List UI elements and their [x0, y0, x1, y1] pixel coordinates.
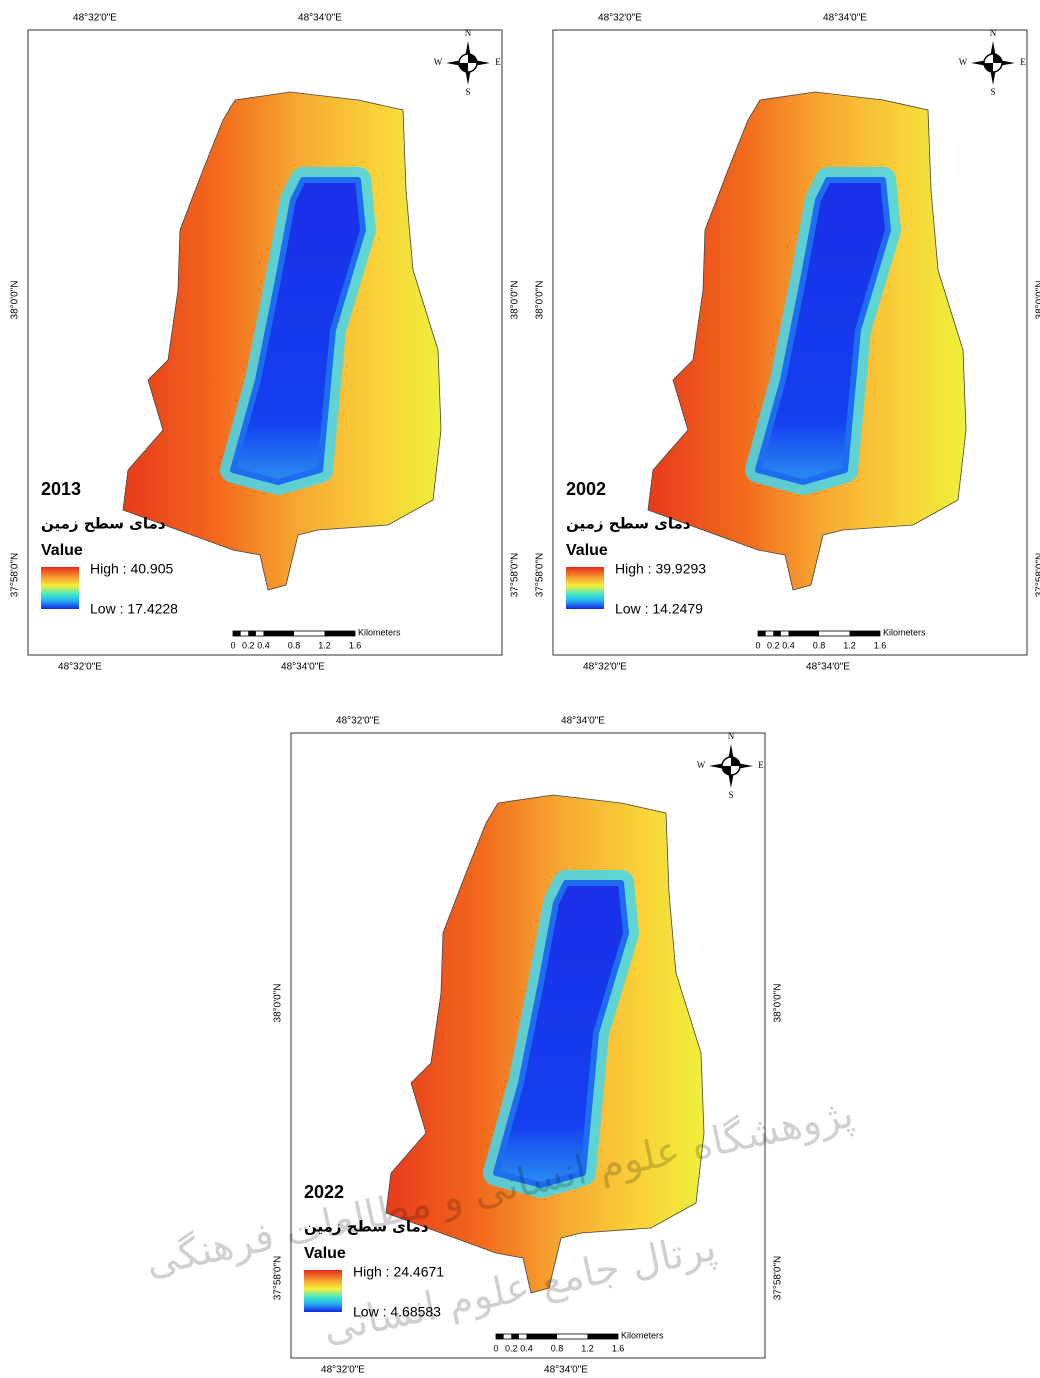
legend-high: High : 39.9293: [615, 561, 706, 577]
lon-label-bottom: 48°34'0"E: [281, 662, 325, 673]
scale-segment: [758, 631, 766, 636]
map-year: 2013: [41, 479, 81, 499]
scale-label: 1.6: [874, 640, 887, 650]
compass-quarters: [984, 54, 1002, 72]
lake: [493, 880, 629, 1188]
map-panel: 48°32'0"E 48°34'0"E 48°32'0"E 48°34'0"E 38°0…: [273, 716, 784, 1376]
compass-n: N: [990, 28, 997, 38]
legend-high: High : 40.905: [90, 561, 173, 577]
scale-segment: [233, 631, 241, 636]
lat-label-left: 37°58'0"N: [273, 1256, 284, 1301]
scale-segment: [248, 631, 256, 636]
scale-label: 0.4: [782, 640, 795, 650]
scale-label: 1.2: [581, 1343, 594, 1353]
lat-label-left: 38°0'0"N: [273, 984, 284, 1023]
compass-s: S: [990, 87, 995, 97]
scale-segment: [526, 1334, 557, 1339]
lon-label-bottom: 48°32'0"E: [583, 662, 627, 673]
scale-segment: [511, 1334, 519, 1339]
lon-label-top: 48°32'0"E: [336, 716, 380, 727]
lat-label-right: 38°0'0"N: [773, 984, 784, 1023]
compass-quarters: [722, 757, 740, 775]
compass-s: S: [728, 790, 733, 800]
color-ramp: [41, 567, 79, 609]
lat-label-right: 37°58'0"N: [510, 553, 521, 598]
legend-title: دمای سطح زمین: [566, 515, 691, 533]
lon-label-bottom: 48°32'0"E: [321, 1365, 365, 1376]
lat-label-right: 37°58'0"N: [773, 1256, 784, 1301]
lon-label-top: 48°34'0"E: [823, 13, 867, 24]
compass-w: W: [434, 57, 443, 67]
lat-label-left: 38°0'0"N: [10, 281, 21, 320]
compass-e: E: [495, 57, 501, 67]
scale-unit: Kilometers: [621, 1330, 664, 1340]
legend-low: Low : 17.4228: [90, 601, 178, 617]
scale-label: 0: [755, 640, 760, 650]
scale-label: 1.2: [843, 640, 856, 650]
lat-label-right: 38°0'0"N: [1035, 281, 1040, 320]
scale-label: 0.8: [551, 1343, 564, 1353]
lon-label-top: 48°34'0"E: [298, 13, 342, 24]
scale-label: 0.2: [242, 640, 255, 650]
lon-label-top: 48°32'0"E: [73, 13, 117, 24]
scale-label: 0.2: [505, 1343, 518, 1353]
lon-label-top: 48°34'0"E: [561, 716, 605, 727]
compass-n: N: [465, 28, 472, 38]
scale-label: 1.6: [349, 640, 362, 650]
compass-n: N: [728, 731, 735, 741]
legend-field: Value: [566, 542, 608, 559]
lat-label-right: 37°58'0"N: [1035, 553, 1040, 598]
scale-unit: Kilometers: [883, 627, 926, 637]
scale-segment: [263, 631, 294, 636]
scale-label: 1.2: [318, 640, 331, 650]
scale-segment: [788, 631, 819, 636]
scale-unit: Kilometers: [358, 627, 401, 637]
lon-label-top: 48°32'0"E: [598, 13, 642, 24]
lon-label-bottom: 48°34'0"E: [806, 662, 850, 673]
scale-label: 0: [493, 1343, 498, 1353]
compass-e: E: [1020, 57, 1026, 67]
legend-field: Value: [41, 542, 83, 559]
scale-label: 1.6: [612, 1343, 625, 1353]
scale-label: 0.4: [257, 640, 270, 650]
compass-w: W: [697, 760, 706, 770]
compass-w: W: [959, 57, 968, 67]
compass-e: E: [758, 760, 764, 770]
scale-segment: [496, 1334, 504, 1339]
scale-label: 0.8: [288, 640, 301, 650]
lon-label-bottom: 48°32'0"E: [58, 662, 102, 673]
scale-segment: [324, 631, 355, 636]
compass-quarters: [459, 54, 477, 72]
color-ramp: [304, 1270, 342, 1312]
map-panel: 48°32'0"E 48°34'0"E 48°32'0"E 48°34'0"E 38°0…: [535, 13, 1040, 673]
scale-segment: [587, 1334, 618, 1339]
legend-title: دمای سطح زمین: [304, 1218, 429, 1236]
scale-label: 0.8: [813, 640, 826, 650]
color-ramp: [566, 567, 604, 609]
scale-label: 0.4: [520, 1343, 533, 1353]
scale-label: 0: [230, 640, 235, 650]
map-panel: 48°32'0"E 48°34'0"E 48°32'0"E 48°34'0"E 38°0…: [10, 13, 521, 673]
legend-title: دمای سطح زمین: [41, 515, 166, 533]
lat-label-left: 38°0'0"N: [535, 281, 546, 320]
scale-segment: [849, 631, 880, 636]
lat-label-left: 37°58'0"N: [535, 553, 546, 598]
legend-field: Value: [304, 1245, 346, 1262]
map-year: 2002: [566, 479, 606, 499]
lat-label-right: 38°0'0"N: [510, 281, 521, 320]
lake: [230, 177, 366, 485]
map-year: 2022: [304, 1182, 344, 1202]
compass-s: S: [465, 87, 470, 97]
legend-high: High : 24.4671: [353, 1264, 444, 1280]
lake: [755, 177, 891, 485]
lon-label-bottom: 48°34'0"E: [544, 1365, 588, 1376]
legend-low: Low : 4.68583: [353, 1304, 441, 1320]
lat-label-left: 37°58'0"N: [10, 553, 21, 598]
scale-segment: [773, 631, 781, 636]
legend-low: Low : 14.2479: [615, 601, 703, 617]
scale-label: 0.2: [767, 640, 780, 650]
